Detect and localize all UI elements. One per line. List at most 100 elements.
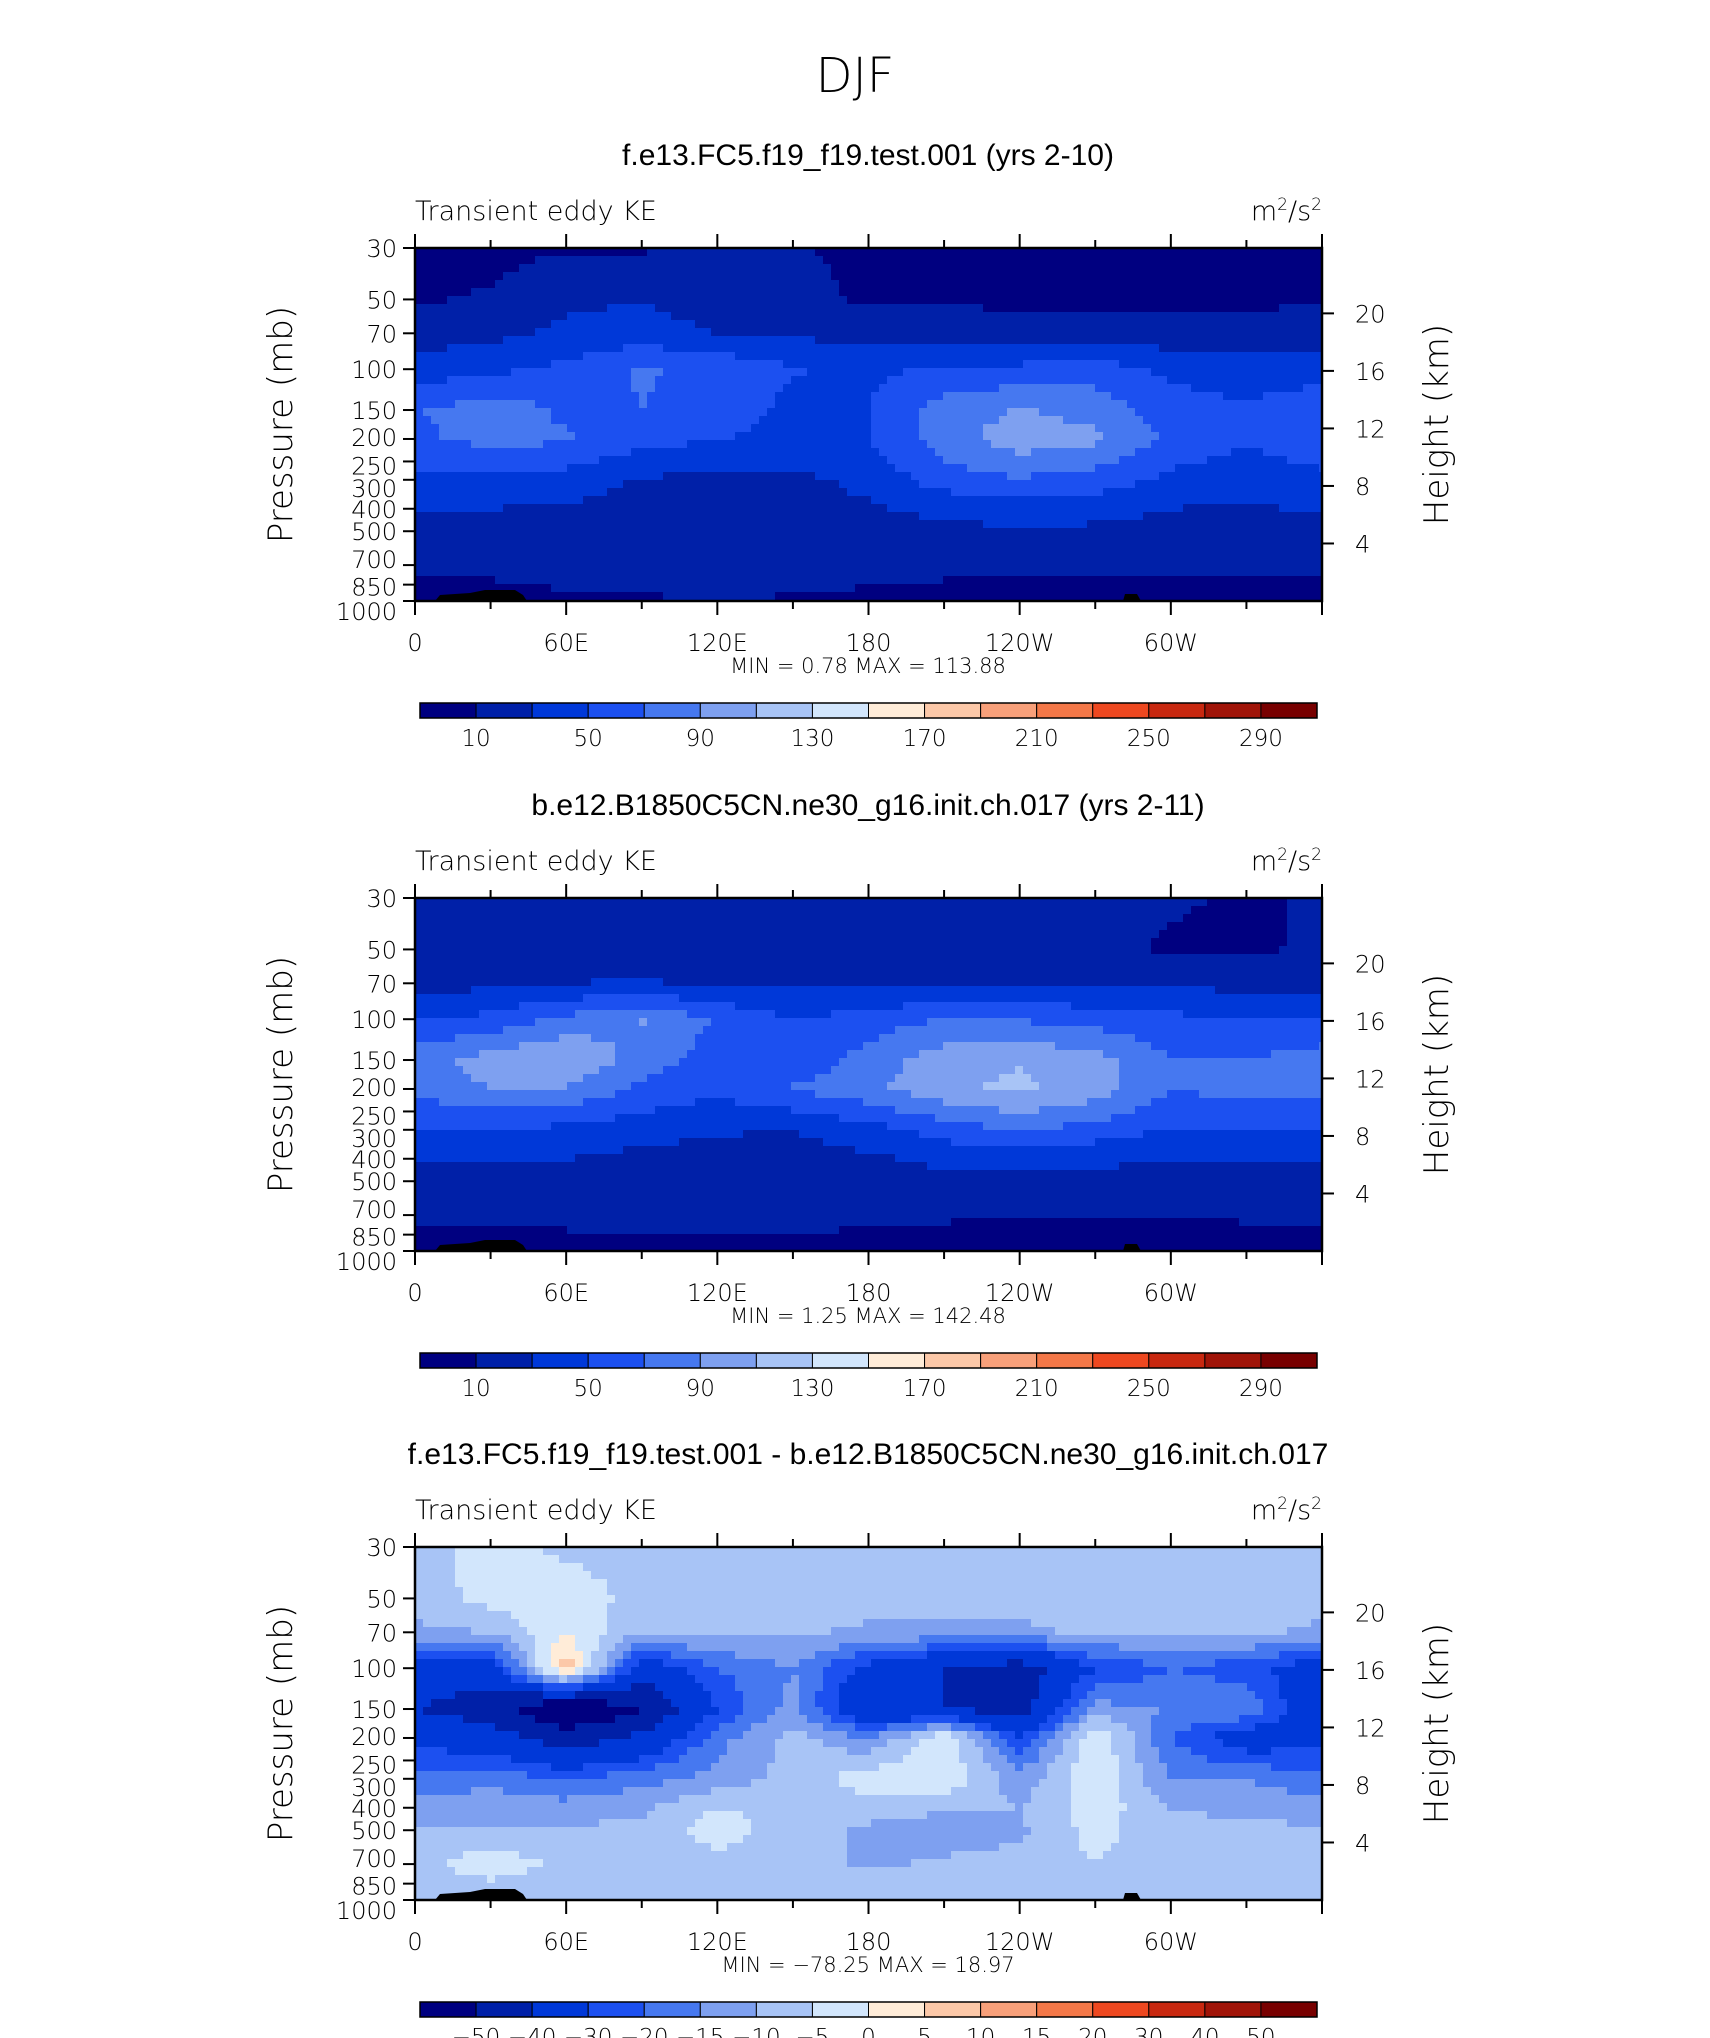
contour-cell: [591, 1098, 600, 1123]
y-tick-label: 700: [351, 546, 397, 574]
contour-cell: [1159, 898, 1168, 931]
contour-cell: [799, 1018, 808, 1083]
contour-cell: [863, 1827, 872, 1868]
contour-cell: [551, 1667, 560, 1676]
contour-cell: [1207, 1651, 1216, 1668]
contour-cell: [791, 1731, 800, 1900]
contour-cell: [1103, 1659, 1112, 1684]
contour-cell: [1047, 986, 1056, 1003]
contour-cell: [759, 1010, 768, 1107]
contour-cell: [1311, 1651, 1320, 1660]
colorbar-swatch: [1092, 702, 1150, 719]
contour-cell: [687, 1547, 696, 1636]
contour-cell: [823, 1018, 832, 1075]
contour-cell: [751, 1779, 760, 1900]
contour-cell: [599, 1042, 608, 1067]
contour-cell: [695, 1819, 704, 1844]
contour-cell: [679, 1667, 688, 1740]
contour-cell: [1039, 248, 1048, 313]
contour-cell: [679, 1795, 688, 1900]
contour-cell: [1255, 448, 1264, 505]
colorbar-swatch: [1204, 702, 1262, 719]
contour-cell: [1151, 1651, 1160, 1668]
contour-cell: [455, 576, 464, 601]
contour-cell: [727, 1651, 736, 1676]
contour-cell: [1207, 898, 1216, 955]
contour-cell: [1047, 1715, 1056, 1732]
contour-cell: [1047, 1218, 1056, 1251]
contour-cell: [479, 1010, 488, 1035]
contour-cell: [1239, 898, 1248, 955]
contour-cell: [647, 994, 656, 1011]
contour-cell: [623, 1146, 632, 1235]
contour-cell: [623, 592, 632, 601]
contour-cell: [575, 1771, 584, 1780]
contour-cell: [423, 1018, 432, 1043]
contour-cell: [519, 1547, 528, 1628]
contour-cell: [735, 1234, 744, 1251]
contour-cell: [903, 1226, 912, 1251]
x-tick-label: 120W: [985, 1279, 1055, 1307]
contour-cell: [1071, 1106, 1080, 1123]
contour-cell: [519, 1763, 528, 1772]
contour-cell: [471, 1547, 480, 1604]
contour-cell: [679, 1643, 688, 1660]
contour-cell: [887, 1819, 896, 1868]
contour-cell: [647, 1114, 656, 1147]
colorbar-label: 30: [1134, 2025, 1163, 2038]
contour-cell: [1247, 994, 1256, 1019]
contour-cell: [663, 1803, 672, 1900]
contour-cell: [455, 1627, 464, 1644]
contour-cell: [855, 1098, 864, 1123]
max-value: 18.97: [955, 1953, 1015, 1977]
contour-cell: [959, 1667, 968, 1708]
contour-cell: [1247, 1691, 1256, 1716]
contour-cell: [1199, 248, 1208, 313]
colorbar-swatch: [924, 702, 982, 719]
contour-cell: [1175, 1779, 1184, 1812]
contour-cell: [839, 1771, 848, 1788]
contour-cell: [1199, 1811, 1208, 1900]
contour-cell: [583, 1779, 592, 1796]
contour-cell: [783, 384, 792, 473]
contour-cell: [431, 1130, 440, 1163]
contour-cell: [551, 898, 560, 987]
contour-cell: [447, 1226, 456, 1251]
y-tick-label: 300: [351, 1774, 397, 1802]
contour-cell: [1215, 1162, 1224, 1219]
topography-asia: [435, 590, 527, 601]
contour-cell: [687, 1795, 696, 1828]
contour-cell: [679, 1659, 688, 1668]
contour-cell: [511, 1659, 520, 1676]
contour-cell: [879, 1763, 888, 1796]
contour-cell: [1055, 1659, 1064, 1708]
contour-cell: [1079, 1146, 1088, 1171]
contour-cell: [679, 1138, 688, 1235]
contour-cell: [1135, 1138, 1144, 1163]
contour-cell: [991, 1018, 1000, 1043]
contour-cell: [495, 1875, 504, 1900]
contour-cell: [1279, 512, 1288, 577]
contour-cell: [903, 898, 912, 987]
contour-cell: [567, 1082, 576, 1107]
contour-cell: [1199, 576, 1208, 601]
colorbar-swatch: [475, 702, 533, 719]
contour-cell: [655, 376, 664, 449]
contour-cell: [855, 1771, 864, 1796]
units-mid: /s: [1288, 1495, 1311, 1526]
colorbar-swatch: [755, 1352, 813, 1369]
contour-cell: [1223, 898, 1232, 955]
contour-cell: [495, 1755, 504, 1772]
contour-cell: [991, 1811, 1000, 1852]
contour-cell: [1127, 1114, 1136, 1139]
contour-cell: [927, 1619, 936, 1636]
y-tick-label: 400: [351, 496, 397, 524]
contour-cell: [687, 1747, 696, 1780]
contour-cell: [503, 1667, 512, 1676]
contour-cell: [479, 1635, 488, 1644]
contour-cell: [647, 978, 656, 995]
contour-cell: [895, 1763, 904, 1796]
contour-cell: [479, 1547, 488, 1604]
contour-cell: [535, 1018, 544, 1043]
contour-cell: [791, 898, 800, 987]
